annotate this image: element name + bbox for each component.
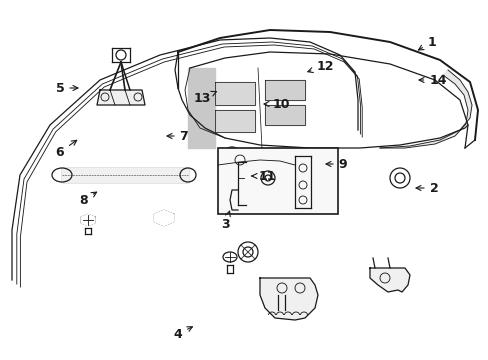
- Polygon shape: [81, 215, 95, 226]
- Polygon shape: [154, 210, 173, 226]
- Ellipse shape: [223, 252, 237, 262]
- Text: 3: 3: [220, 211, 230, 230]
- Polygon shape: [369, 268, 409, 292]
- Text: 6: 6: [56, 140, 77, 158]
- Bar: [62, 168, 187, 182]
- Text: 14: 14: [418, 73, 446, 86]
- Text: 5: 5: [56, 81, 78, 94]
- Text: 4: 4: [173, 327, 192, 341]
- Polygon shape: [264, 80, 305, 100]
- Circle shape: [238, 242, 258, 262]
- Bar: [218, 148, 337, 214]
- Text: 7: 7: [167, 130, 188, 143]
- Text: 10: 10: [264, 98, 289, 111]
- Text: 11: 11: [251, 170, 275, 183]
- Circle shape: [389, 168, 409, 188]
- Text: 12: 12: [307, 59, 333, 72]
- Polygon shape: [260, 278, 317, 320]
- Polygon shape: [379, 70, 471, 148]
- Text: 13: 13: [193, 91, 216, 104]
- Text: 8: 8: [80, 192, 97, 207]
- Polygon shape: [187, 68, 215, 148]
- Polygon shape: [97, 90, 145, 105]
- Polygon shape: [62, 168, 187, 182]
- Text: 9: 9: [325, 158, 346, 171]
- Polygon shape: [215, 110, 254, 132]
- Polygon shape: [264, 105, 305, 125]
- Text: 2: 2: [415, 181, 437, 194]
- Polygon shape: [215, 82, 254, 105]
- Text: 1: 1: [418, 36, 435, 50]
